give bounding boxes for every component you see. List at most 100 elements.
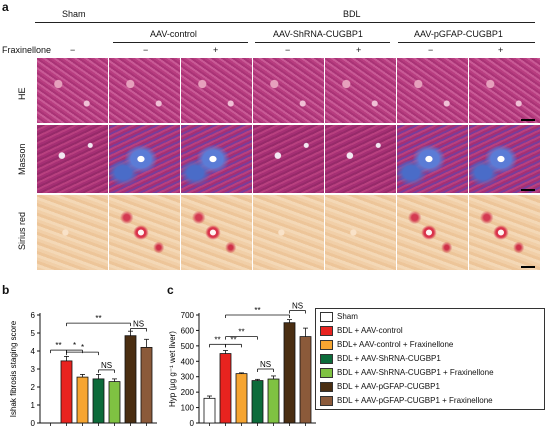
y-tick-label: 3 (31, 365, 36, 374)
header-divider (112, 22, 535, 23)
y-axis-label: Ishak fibrosis staging score (9, 320, 18, 417)
y-tick-label: 500 (181, 342, 195, 351)
legend-item: BDL + AAV-pGFAP-CUGBP1 (320, 382, 440, 392)
legend-swatch (320, 340, 333, 350)
significance-label: NS (292, 302, 303, 311)
scale-bar (521, 266, 535, 268)
fraxinellone-label: Fraxinellone (2, 45, 52, 55)
frax-sign: + (498, 45, 504, 55)
bar (60, 360, 73, 424)
significance-label: * (81, 343, 84, 352)
legend-swatch (320, 326, 333, 336)
frax-sign: − (428, 45, 434, 55)
panel-b-letter: b (2, 283, 10, 297)
legend: Sham BDL + AAV-control BDL+ AAV-control … (315, 308, 545, 410)
micrograph-sirius-pgfap-frax (469, 195, 540, 270)
legend-label: BDL+ AAV-control + Fraxinellone (337, 340, 454, 350)
micrograph-he-sham (37, 58, 108, 123)
micrograph-masson-control-frax (181, 125, 252, 193)
y-tick-label: 100 (181, 404, 195, 413)
legend-swatch (320, 354, 333, 364)
y-tick-label: 4 (31, 347, 36, 356)
y-tick-label: 5 (31, 329, 36, 338)
header-group-pgfap: AAV-pGFAP-CUGBP1 (414, 29, 503, 39)
frax-sign: − (70, 45, 76, 55)
panel-c-letter: c (167, 283, 174, 297)
significance-label: NS (260, 360, 271, 369)
micrograph-sirius-pgfap (397, 195, 468, 270)
legend-label: BDL + AAV-pGFAP-CUGBP1 (337, 382, 440, 392)
header-bdl: BDL (343, 9, 361, 19)
header-group-aav-control: AAV-control (150, 29, 197, 39)
bar (76, 376, 89, 424)
legend-swatch (320, 382, 333, 392)
legend-label: Sham (337, 312, 358, 322)
y-tick-label: 300 (181, 373, 195, 382)
bar (92, 378, 105, 424)
significance-label: ** (55, 341, 61, 350)
micrograph-he-pgfap-frax (469, 58, 540, 123)
significance-label: ** (254, 306, 260, 315)
legend-item: BDL + AAV-pGFAP-CUGBP1 + Fraxinellone (320, 396, 493, 406)
bar (299, 336, 312, 424)
legend-swatch (320, 312, 333, 322)
row-label-masson: Masson (17, 143, 27, 175)
significance-label: ** (230, 335, 236, 344)
y-tick-label: 200 (181, 388, 195, 397)
y-tick-label: 600 (181, 326, 195, 335)
micrograph-sirius-control-frax (181, 195, 252, 270)
bar (140, 347, 153, 424)
group-divider (113, 42, 248, 43)
y-tick-label: 1 (31, 401, 36, 410)
micrograph-he-shrna (253, 58, 324, 123)
y-tick-label: 0 (190, 419, 195, 428)
y-tick-label: 6 (31, 311, 36, 320)
micrograph-masson-pgfap (397, 125, 468, 193)
micrograph-masson-control (109, 125, 180, 193)
legend-item: BDL + AAV-control (320, 326, 403, 336)
bar (283, 322, 296, 424)
micrograph-masson-pgfap-frax (469, 125, 540, 193)
y-tick-label: 400 (181, 357, 195, 366)
legend-label: BDL + AAV-ShRNA-CUGBP1 (337, 354, 441, 364)
bar (108, 381, 121, 424)
legend-label: BDL + AAV-control (337, 326, 403, 336)
significance-label: NS (133, 320, 144, 329)
header-sham: Sham (62, 9, 86, 19)
micrograph-sirius-shrna (253, 195, 324, 270)
micrograph-masson-shrna (253, 125, 324, 193)
legend-item: Sham (320, 312, 358, 322)
panel-a-letter: a (2, 0, 9, 14)
y-tick-label: 2 (31, 383, 36, 392)
significance-label: ** (214, 335, 220, 344)
y-tick-label: 700 (181, 311, 195, 320)
group-divider (255, 42, 390, 43)
significance-label: ** (95, 314, 101, 323)
bar (235, 373, 248, 424)
header-divider (35, 22, 125, 23)
bar (124, 335, 137, 424)
frax-sign: − (143, 45, 149, 55)
micrograph-sirius-shrna-frax (325, 195, 396, 270)
bar (251, 380, 264, 424)
legend-label: BDL + AAV-ShRNA-CUGBP1 + Fraxinellone (337, 368, 494, 378)
frax-sign: − (285, 45, 291, 55)
scale-bar (521, 119, 535, 121)
legend-label: BDL + AAV-pGFAP-CUGBP1 + Fraxinellone (337, 396, 493, 406)
y-tick-label: 0 (31, 419, 36, 428)
header-group-shrna: AAV-ShRNA-CUGBP1 (273, 29, 363, 39)
bar (267, 378, 280, 424)
legend-item: BDL + AAV-ShRNA-CUGBP1 (320, 354, 441, 364)
y-axis-label: Hyp (μg g⁻¹ wet liver) (168, 331, 177, 407)
micrograph-he-pgfap (397, 58, 468, 123)
significance-label: NS (101, 361, 112, 370)
significance-label: ** (238, 328, 244, 337)
bar (219, 353, 232, 424)
chart-hyp-content: Hyp (μg g⁻¹ wet liver) 0 100 200 300 400 500 60… (168, 302, 316, 428)
legend-swatch (320, 396, 333, 406)
frax-sign: + (356, 45, 362, 55)
micrograph-sirius-control (109, 195, 180, 270)
legend-item: BDL+ AAV-control + Fraxinellone (320, 340, 453, 350)
row-label-sirius: Sirius red (17, 211, 27, 250)
micrograph-he-shrna-frax (325, 58, 396, 123)
